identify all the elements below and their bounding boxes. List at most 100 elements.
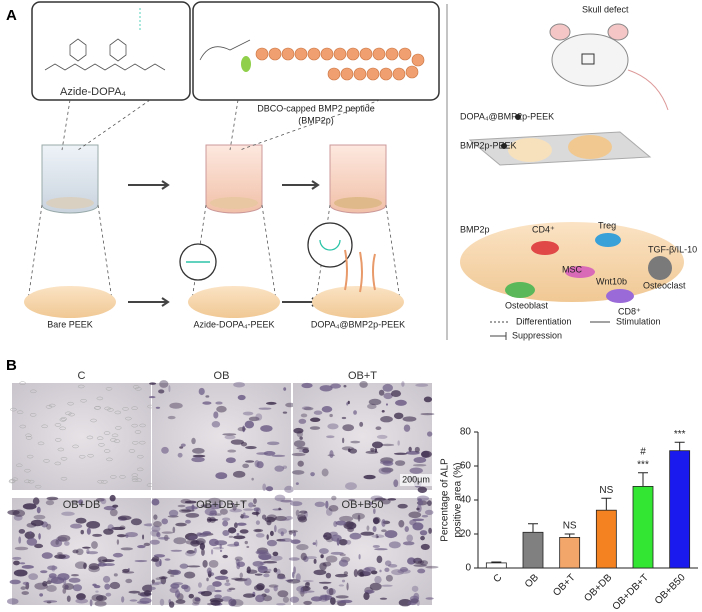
stain [343,521,357,530]
stain [293,566,296,574]
stain [12,509,26,517]
cell [11,477,19,482]
stain [303,406,314,411]
stain [121,596,125,603]
stain [273,585,278,592]
stain [149,583,160,586]
bar [669,450,691,569]
stain [342,437,345,444]
stain [91,541,98,549]
cell [54,423,62,427]
stain [116,539,120,545]
stain [109,509,118,517]
stain [128,590,141,594]
stain [183,571,196,579]
node-label: CD4⁺ [532,224,555,234]
cell [87,453,94,458]
stain [383,392,393,400]
stain [100,498,107,505]
stain [319,385,333,392]
error-bar [674,441,685,451]
stain [310,596,323,602]
stain [252,560,264,567]
stain [229,508,243,513]
stain [370,449,375,453]
stain [202,401,212,405]
cell [41,424,48,429]
stain [227,449,237,453]
stain [239,572,243,579]
stain [218,501,224,506]
stain [14,546,29,551]
stain [370,570,378,575]
stain [304,582,310,588]
stain [79,501,83,507]
stain [319,594,331,598]
stain [300,587,304,592]
stain [409,519,417,526]
stain [409,467,423,474]
stain [103,528,114,535]
stain [45,500,55,506]
stain [188,593,194,599]
stain [315,539,318,547]
stain [376,535,379,538]
stain [151,498,160,506]
stain [142,584,155,593]
cell [37,441,45,446]
stain [168,385,171,393]
stain [261,514,267,520]
stain [242,425,246,433]
stain [349,532,362,540]
significance-label: NS [599,485,613,496]
stain [88,563,100,570]
stain [161,446,169,454]
stain [191,437,196,445]
stain [245,446,257,450]
stain [420,412,435,416]
stain [347,527,354,533]
stain [47,575,59,584]
stain [360,531,375,536]
stain [47,565,58,571]
error-bar [601,497,612,511]
stain [302,448,310,454]
significance-label: NS [563,521,577,532]
micrographs: C OB OB+T OB+DB OB+DB+T OB+B50 200μm [6,370,439,608]
stain [246,569,258,574]
stain [408,446,412,452]
stain [288,529,298,533]
stain [277,528,288,535]
cell [80,398,87,403]
x-tick-label: OB+DB [582,572,614,604]
stain [266,514,277,521]
stain [321,406,333,413]
stain [161,518,169,525]
cell [132,441,139,445]
stain [119,525,126,530]
stain [428,527,432,534]
stain [57,552,63,555]
stain [331,495,337,501]
scale-bar-label: 200μm [402,474,430,484]
stain [255,549,269,555]
stain [155,406,161,409]
stain [159,380,169,388]
stain [198,582,202,588]
stain [18,529,26,534]
stain [224,582,231,587]
stain [175,599,186,604]
stain [109,494,116,502]
stain [78,499,84,505]
x-tick-label: OB+T [551,572,577,598]
stain [321,468,329,477]
stain [344,521,354,528]
coated-disc [568,135,612,159]
stain [70,523,83,529]
stain [29,531,32,535]
stain [26,537,38,546]
y-tick-label: 20 [460,529,472,540]
legend-label: Stimulation [616,316,661,326]
micrograph [293,383,432,490]
cell [103,449,111,453]
